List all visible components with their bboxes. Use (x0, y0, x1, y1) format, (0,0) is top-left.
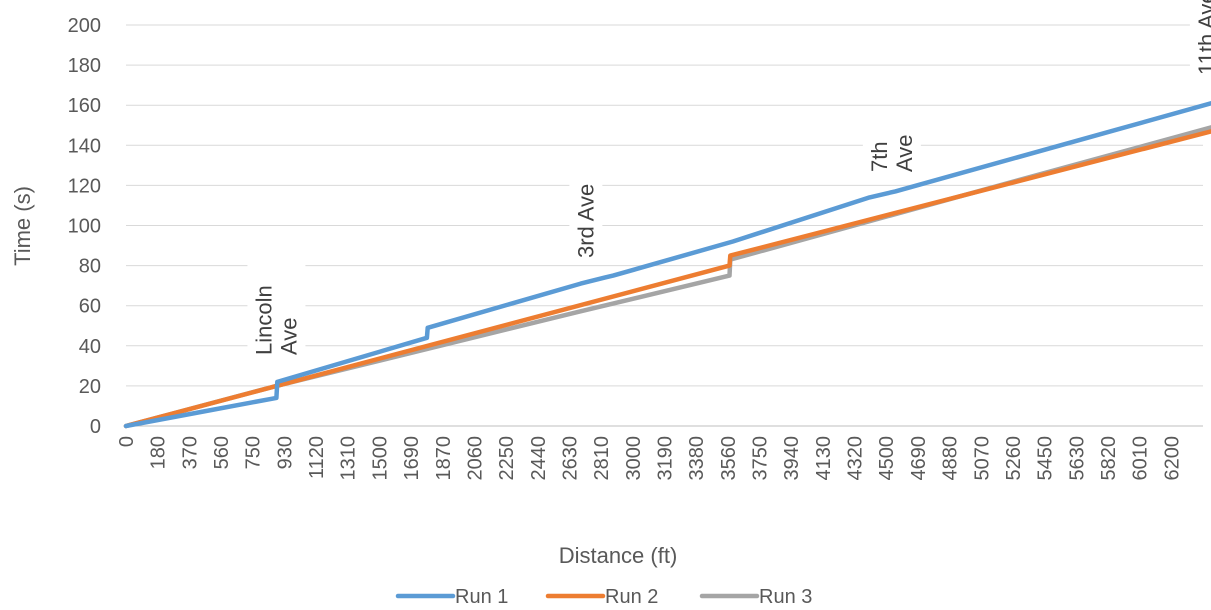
annotation-label: 3rd Ave (573, 184, 598, 258)
legend-label: Run 3 (759, 586, 812, 608)
y-tick-label: 100 (68, 216, 101, 238)
x-tick-label: 1310 (338, 436, 360, 481)
y-tick-label: 140 (68, 135, 101, 157)
x-axis-title: Distance (ft) (559, 543, 678, 568)
x-tick-label: 3000 (623, 436, 645, 481)
x-tick-label: 2060 (464, 436, 486, 481)
x-tick-label: 6200 (1161, 436, 1183, 481)
y-tick-label: 200 (68, 15, 101, 37)
x-tick-label: 3190 (655, 436, 677, 481)
annotation-background (569, 166, 603, 264)
annotation-label: 11th Ave (1194, 0, 1211, 75)
annotation: 3rd Ave (569, 166, 603, 264)
y-tick-label: 20 (79, 376, 101, 398)
legend-label: Run 1 (455, 586, 508, 608)
x-tick-label: 180 (148, 436, 170, 469)
annotation: 11th Ave (1189, 0, 1211, 81)
x-tick-label: 2250 (496, 436, 518, 481)
annotation-label: Lincoln (251, 285, 276, 355)
x-tick-label: 3380 (686, 436, 708, 481)
y-axis-title: Time (s) (10, 186, 35, 266)
annotation-label: 7th (867, 141, 892, 172)
annotation-background (247, 263, 306, 361)
x-tick-label: 560 (211, 436, 233, 469)
x-tick-label: 4880 (940, 436, 962, 481)
x-tick-label: 4500 (876, 436, 898, 481)
x-tick-label: 5070 (971, 436, 993, 481)
x-tick-label: 930 (274, 436, 296, 469)
y-tick-label: 160 (68, 95, 101, 117)
x-tick-label: 2810 (591, 436, 613, 481)
y-tick-label: 0 (90, 416, 101, 438)
annotation-background (1189, 0, 1211, 81)
legend-label: Run 2 (605, 586, 658, 608)
annotation-background (862, 128, 921, 178)
gridlines (126, 24, 1203, 427)
x-tick-label: 370 (179, 436, 201, 469)
x-tick-label: 1500 (369, 436, 391, 481)
x-axis-ticks: 0 180 370 560 750 930 1120 1310 1500 1690 1870 2060… (116, 436, 1183, 481)
x-tick-label: 5450 (1035, 436, 1057, 481)
y-tick-label: 180 (68, 55, 101, 77)
x-tick-label: 3750 (750, 436, 772, 481)
annotation: 7th Ave (862, 128, 921, 178)
x-tick-label: 4130 (813, 436, 835, 481)
x-tick-label: 4690 (908, 436, 930, 481)
x-tick-label: 5820 (1098, 436, 1120, 481)
y-tick-label: 40 (79, 336, 101, 358)
x-tick-label: 1690 (401, 436, 423, 481)
x-tick-label: 6010 (1130, 436, 1152, 481)
annotation-label: Ave (892, 134, 917, 172)
x-tick-label: 2630 (559, 436, 581, 481)
legend: Run 1 Run 2 Run 3 (395, 586, 812, 608)
x-tick-label: 0 (116, 436, 138, 447)
x-tick-label: 4320 (845, 436, 867, 481)
x-tick-label: 5630 (1066, 436, 1088, 481)
annotation: Lincoln Ave (247, 263, 306, 361)
x-tick-label: 1120 (306, 436, 328, 479)
y-axis-ticks: 0 20 40 60 80 100 120 140 160 180 200 (68, 15, 101, 438)
annotation-label: Ave (276, 317, 301, 355)
series-line-run-1 (123, 101, 1211, 429)
x-tick-label: 5260 (1003, 436, 1025, 481)
y-tick-label: 80 (79, 256, 101, 278)
x-tick-label: 3940 (781, 436, 803, 481)
x-tick-label: 3560 (718, 436, 740, 481)
x-tick-label: 2440 (528, 436, 550, 481)
x-tick-label: 750 (243, 436, 265, 469)
series-lines (123, 101, 1211, 429)
x-tick-label: 1870 (433, 436, 455, 481)
series-line-run-2 (123, 129, 1211, 429)
y-tick-label: 120 (68, 175, 101, 197)
y-tick-label: 60 (79, 296, 101, 318)
